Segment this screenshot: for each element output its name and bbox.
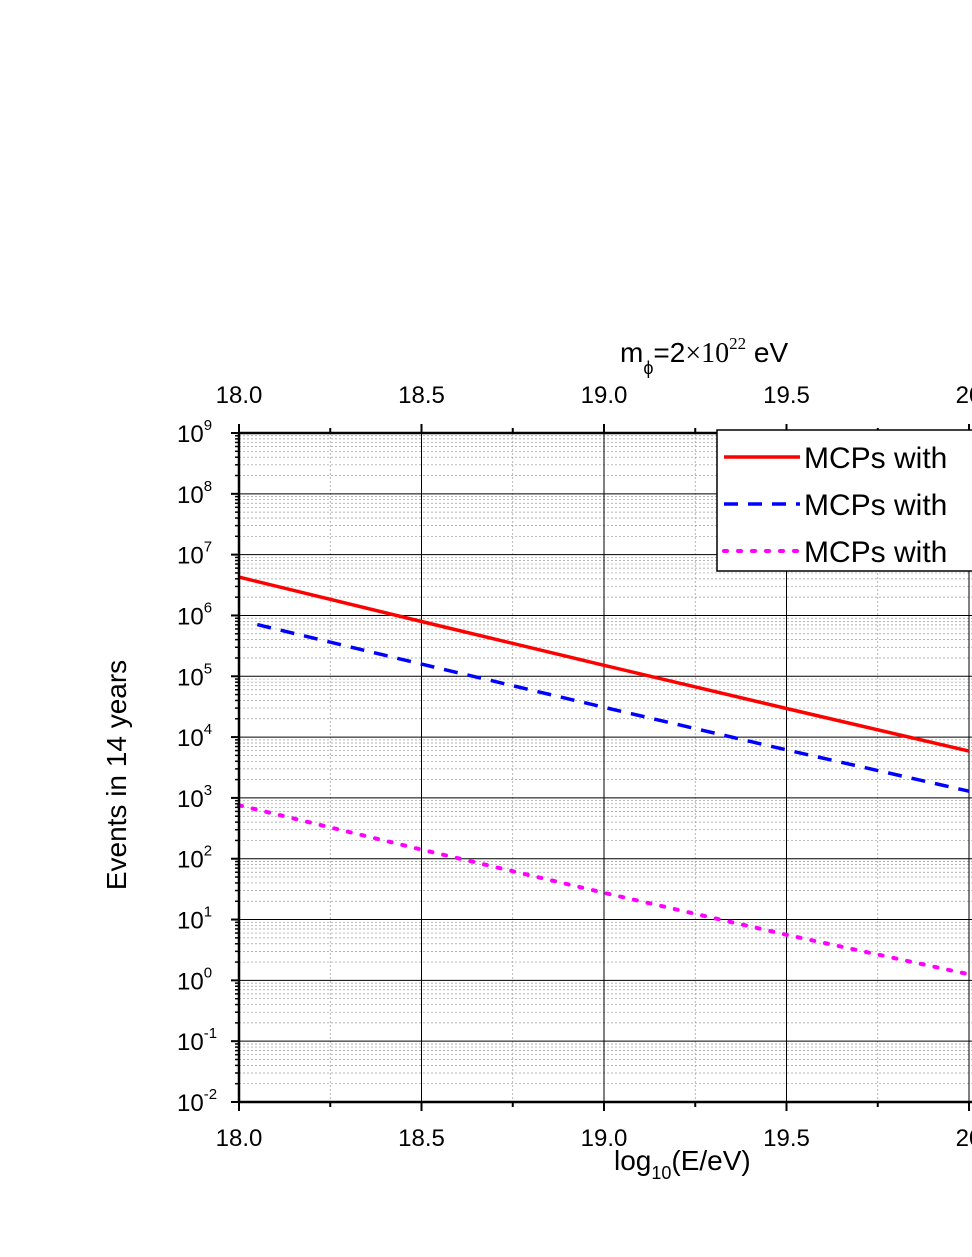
legend-label-1: MCPs with	[804, 442, 947, 475]
top-tick-label: 20	[956, 382, 972, 409]
top-tick-label: 19.0	[581, 382, 628, 409]
series-line-2	[256, 622, 970, 793]
top-tick-label: 18.5	[398, 382, 445, 409]
title-exponent: 22	[729, 334, 746, 353]
x-axis-label: log10(E/eV)	[614, 1145, 751, 1183]
y-tick-label: 106	[177, 599, 212, 630]
x-tick-label: 18.5	[398, 1125, 445, 1152]
legend: MCPs with MCPs with MCPs with	[716, 429, 972, 572]
legend-label-3: MCPs with	[804, 536, 947, 569]
title-times: ×10	[685, 338, 729, 369]
title-prefix: m	[620, 337, 643, 368]
title-suffix: eV	[746, 337, 788, 368]
series-line-1	[238, 575, 970, 753]
top-tick-label: 19.5	[763, 382, 810, 409]
x-tick-label: 18.0	[216, 1125, 263, 1152]
legend-box	[716, 429, 972, 572]
y-tick-label: 107	[177, 539, 212, 570]
y-tick-label: 102	[177, 843, 212, 874]
y-tick-label: 10-1	[177, 1025, 217, 1056]
y-tick-label: 109	[177, 417, 212, 448]
y-tick-label: 100	[177, 964, 212, 995]
y-tick-label: 103	[177, 782, 212, 813]
title-mid: =2	[653, 337, 685, 368]
x-axis-label-base: log	[614, 1145, 651, 1176]
series-lines	[237, 575, 971, 977]
x-axis-label-rest: (E/eV)	[671, 1145, 750, 1176]
y-tick-label: 104	[177, 721, 212, 752]
svg-text:mϕ=2×1022 eV: mϕ=2×1022 eV	[620, 334, 789, 378]
x-tick-label: 20	[956, 1125, 972, 1152]
y-tick-label: 10-2	[177, 1086, 217, 1117]
svg-text:log10(E/eV): log10(E/eV)	[614, 1145, 751, 1183]
legend-label-2: MCPs with	[804, 489, 947, 522]
tick-labels: 18.0 18.5 19.0 19.5 20 18.0 18.5 19.0 19.5 20 109 1…	[177, 382, 972, 1152]
y-tick-label: 108	[177, 478, 212, 509]
title-subscript: ϕ	[643, 358, 653, 378]
series-line-3	[237, 803, 971, 977]
y-tick-label: 101	[177, 904, 212, 935]
x-tick-label: 19.5	[763, 1125, 810, 1152]
x-tick-label: 19.0	[581, 1125, 628, 1152]
chart-title: mϕ=2×1022 eV	[620, 334, 789, 378]
x-axis-label-subscript: 10	[651, 1163, 671, 1183]
top-tick-label: 18.0	[216, 382, 263, 409]
y-axis-label: Events in 14 years	[101, 660, 132, 890]
y-tick-label: 105	[177, 660, 212, 691]
